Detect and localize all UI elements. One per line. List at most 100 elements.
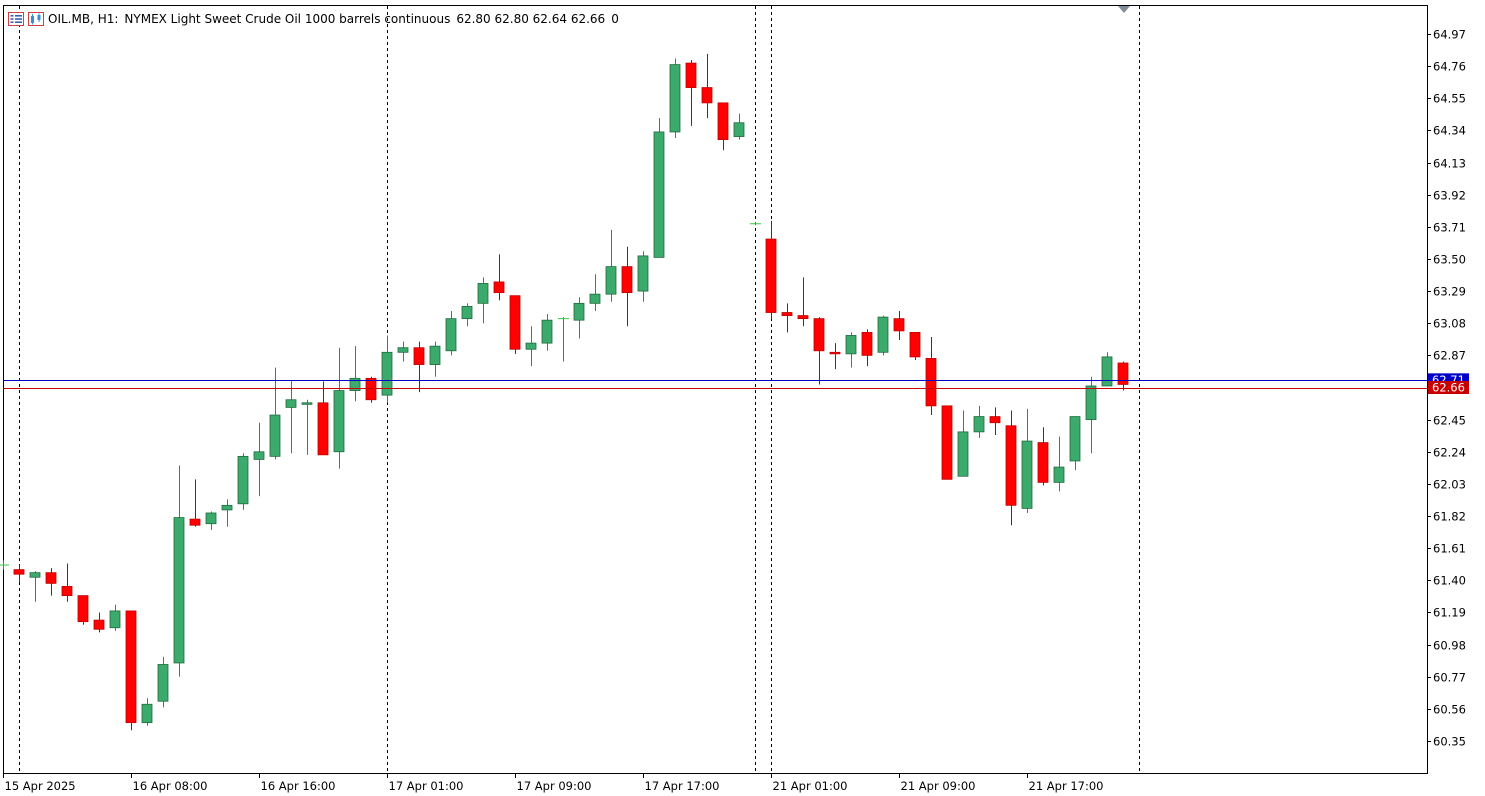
candle-body: [925, 358, 937, 407]
candle: [701, 53, 713, 119]
candle-body: [893, 318, 905, 332]
time-tick-label: 16 Apr 08:00: [133, 779, 208, 793]
price-tick-label: 61.40: [1433, 574, 1466, 588]
candle: [157, 656, 169, 708]
candle: [1117, 361, 1129, 391]
candle-body: [733, 122, 745, 137]
candle: [93, 612, 105, 633]
chart-header: OIL.MB, H1: NYMEX Light Sweet Crude Oil …: [8, 10, 625, 28]
candle-body: [445, 318, 457, 352]
candle-body: [685, 62, 697, 88]
candle-body: [221, 504, 233, 511]
candle-body: [621, 266, 633, 294]
candle-body: [13, 569, 25, 575]
candle-body: [1037, 442, 1049, 483]
price-axis[interactable]: 64.97 64.76 64.55 64.34 64.13 63.92 63.71 63.50…: [1427, 28, 1469, 749]
candle-body: [909, 332, 921, 358]
price-tick-label: 63.92: [1433, 189, 1466, 203]
time-tick-label: 21 Apr 09:00: [901, 779, 976, 793]
time-tick-label: 16 Apr 16:00: [261, 779, 336, 793]
candle: [461, 303, 473, 327]
candle: [941, 405, 953, 480]
price-tick-label: 62.45: [1433, 414, 1466, 428]
candle-body: [237, 455, 249, 505]
candle-body: [285, 399, 297, 408]
candle-body: [349, 377, 361, 391]
candle: [1069, 416, 1081, 471]
candle-body: [397, 347, 409, 353]
candle: [957, 410, 969, 477]
candle-body: [429, 345, 441, 365]
candle-body: [781, 312, 793, 316]
price-tick-label: 64.34: [1433, 124, 1466, 138]
candle-body: [365, 377, 377, 401]
chart-volume: 0: [611, 12, 619, 26]
period-separators: [19, 6, 1140, 773]
candle-body: [1117, 362, 1129, 385]
candle-body: [669, 64, 681, 133]
price-tick-label: 60.35: [1433, 735, 1466, 749]
candle: [269, 367, 281, 460]
candle: [141, 698, 153, 726]
chart-icon[interactable]: [28, 12, 44, 26]
candle-body: [861, 332, 873, 356]
candle-body: [109, 610, 121, 629]
candle: [397, 341, 409, 362]
candle: [429, 341, 441, 377]
candle: [877, 315, 889, 356]
candle: [0, 560, 9, 570]
candle: [541, 314, 553, 351]
list-icon[interactable]: [8, 12, 24, 26]
candle: [445, 310, 457, 356]
candle: [109, 604, 121, 631]
candle: [750, 222, 761, 226]
candle: [669, 58, 681, 139]
price-tick-label: 64.13: [1433, 157, 1466, 171]
candle: [125, 610, 137, 731]
candle: [781, 303, 793, 333]
price-tick-label: 64.97: [1433, 28, 1466, 42]
price-tick-label: 63.71: [1433, 221, 1466, 235]
chart-ohlc: 62.80 62.80 62.64 62.66: [456, 12, 606, 26]
candle-body: [61, 586, 73, 597]
candle: [173, 465, 185, 677]
candle-body: [413, 347, 425, 365]
candle: [605, 229, 617, 302]
candle: [845, 332, 857, 368]
candle: [813, 317, 825, 385]
candle-body: [957, 431, 969, 477]
candle-body: [157, 664, 169, 702]
time-tick-label: 17 Apr 17:00: [645, 779, 720, 793]
candle-body: [1069, 416, 1081, 462]
price-lines: [3, 380, 1427, 389]
candle: [365, 376, 377, 403]
time-tick-label: 15 Apr 2025: [5, 779, 76, 793]
candle-body: [941, 405, 953, 480]
ask-price-label-box: [1428, 381, 1469, 394]
price-tick-label: 60.98: [1433, 639, 1466, 653]
candle-body: [477, 283, 489, 304]
time-tick-label: 17 Apr 09:00: [517, 779, 592, 793]
candle: [1037, 427, 1049, 486]
candle: [1021, 408, 1033, 513]
candle-body: [589, 293, 601, 304]
candle-body: [797, 315, 809, 320]
candle-body: [205, 512, 217, 525]
candle: [1053, 436, 1065, 492]
candle-body: [525, 342, 537, 350]
candle-body: [493, 281, 505, 294]
candle: [573, 297, 585, 339]
candle-body: [541, 319, 553, 344]
candle: [221, 499, 233, 527]
candle-body: [269, 414, 281, 457]
candle-body: [317, 402, 329, 456]
candle-body: [765, 238, 777, 313]
candle: [493, 254, 505, 301]
candle: [893, 310, 905, 341]
shift-marker-icon[interactable]: [1118, 6, 1130, 13]
time-tick-label: 21 Apr 01:00: [773, 779, 848, 793]
time-axis[interactable]: 15 Apr 2025 16 Apr 08:00 16 Apr 16:00 17 Ap…: [3, 773, 1104, 793]
candle-body: [1085, 385, 1097, 421]
candle: [189, 479, 201, 527]
